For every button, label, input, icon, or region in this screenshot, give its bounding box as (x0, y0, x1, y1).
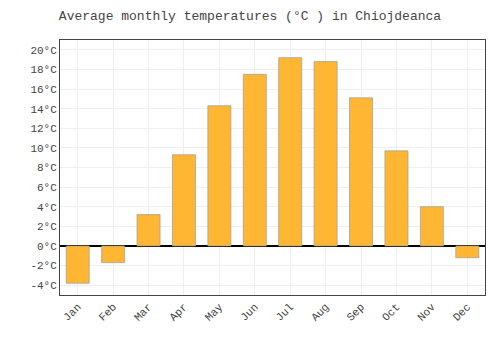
svg-text:16°C: 16°C (30, 84, 57, 96)
svg-text:-4°C: -4°C (30, 280, 57, 292)
svg-text:14°C: 14°C (30, 104, 57, 116)
svg-text:Jun: Jun (238, 301, 260, 323)
svg-text:Feb: Feb (97, 301, 119, 323)
svg-text:12°C: 12°C (30, 123, 57, 135)
svg-text:2°C: 2°C (37, 221, 57, 233)
svg-text:Apr: Apr (167, 301, 189, 323)
svg-text:20°C: 20°C (30, 45, 57, 57)
svg-text:Jul: Jul (274, 301, 296, 323)
svg-text:-2°C: -2°C (30, 260, 57, 272)
svg-text:18°C: 18°C (30, 64, 57, 76)
svg-text:Nov: Nov (415, 301, 438, 324)
svg-text:Dec: Dec (451, 301, 473, 323)
svg-text:Sep: Sep (345, 301, 367, 323)
svg-text:Average monthly temperatures (: Average monthly temperatures (°C ) in Ch… (59, 9, 441, 24)
svg-text:10°C: 10°C (30, 143, 57, 155)
svg-text:Aug: Aug (309, 301, 331, 323)
svg-text:May: May (203, 301, 226, 324)
svg-text:Jan: Jan (61, 301, 83, 323)
svg-text:4°C: 4°C (37, 202, 57, 214)
svg-text:Oct: Oct (380, 301, 402, 323)
svg-text:0°C: 0°C (37, 241, 57, 253)
svg-text:8°C: 8°C (37, 162, 57, 174)
svg-text:Mar: Mar (132, 301, 154, 323)
svg-text:6°C: 6°C (37, 182, 57, 194)
